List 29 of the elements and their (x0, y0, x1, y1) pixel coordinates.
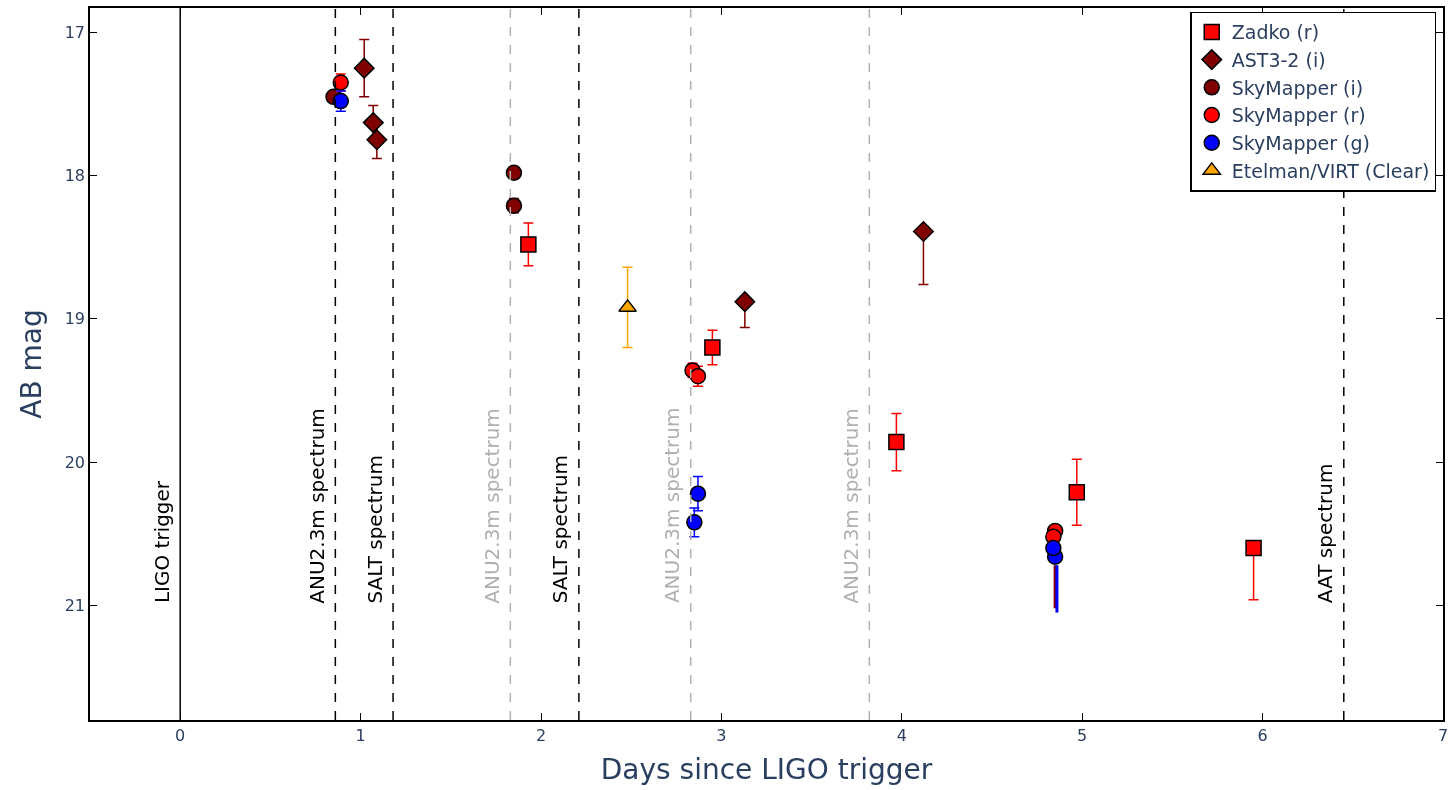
ref-line-label: ANU2.3m spectrum (660, 407, 685, 604)
y-axis-title: AB mag (14, 309, 48, 419)
ref-line-label: ANU2.3m spectrum (479, 408, 504, 604)
ref-line-label: SALT spectrum (362, 455, 387, 604)
ref-line-label: ANU2.3m spectrum (304, 408, 329, 604)
legend-label: Zadko (r) (1231, 21, 1320, 44)
legend-label: AST3-2 (i) (1231, 49, 1326, 72)
y-tick-label: 18 (64, 166, 86, 186)
x-tick-label: 3 (716, 725, 727, 745)
x-axis-title: Days since LIGO trigger (600, 752, 933, 786)
legend-label: SkyMapper (g) (1231, 132, 1370, 155)
y-tick-label: 19 (64, 309, 86, 329)
ref-line-label: ANU2.3m spectrum (838, 408, 863, 604)
legend-label: Etelman/VIRT (Clear) (1231, 159, 1430, 182)
y-tick-label: 21 (64, 595, 86, 615)
x-tick-label: 6 (1257, 725, 1268, 745)
y-tick-label: 20 (64, 452, 86, 472)
x-tick-label: 1 (355, 725, 366, 745)
ref-line-label: LIGO trigger (150, 480, 175, 604)
x-tick-label: 4 (896, 725, 907, 745)
legend-label: SkyMapper (r) (1231, 104, 1366, 127)
legend-label: SkyMapper (i) (1231, 76, 1364, 99)
y-tick-label: 17 (64, 22, 86, 42)
ref-line-label: AAT spectrum (1313, 463, 1338, 604)
x-tick-label: 0 (175, 725, 186, 745)
x-tick-label: 2 (535, 725, 547, 745)
x-tick-label: 5 (1077, 725, 1088, 745)
x-tick-label: 7 (1437, 725, 1449, 745)
ref-line-label: SALT spectrum (548, 454, 573, 604)
